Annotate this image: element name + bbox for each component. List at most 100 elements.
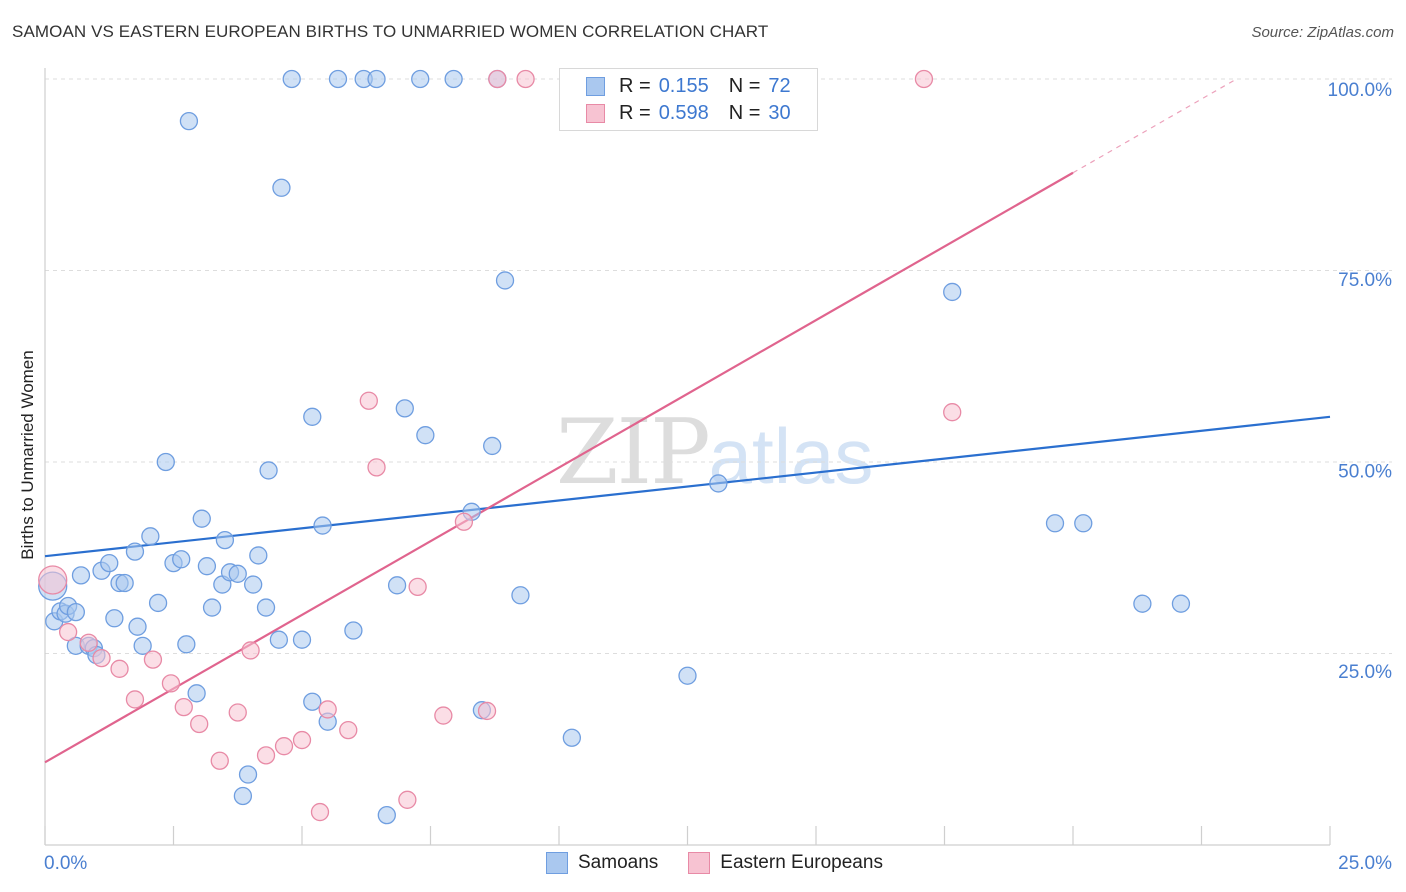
eastern-point (58, 622, 78, 642)
y-tick-label: 100.0% (1328, 80, 1393, 101)
eastern-r-label: R = (619, 101, 651, 124)
samoans-n-label: N = (728, 74, 761, 97)
samoans-point (1074, 514, 1093, 533)
eastern-point (367, 458, 386, 477)
eastern-trend-line (44, 171, 1074, 764)
eastern-swatch (586, 103, 605, 123)
eastern-point (174, 697, 193, 717)
watermark-atlas: atlas (708, 412, 874, 500)
legend-row-eastern: R = 0.598 N = 30 (586, 100, 791, 126)
samoans-point (125, 542, 145, 561)
samoans-point (292, 630, 312, 649)
samoans-point (133, 636, 152, 655)
eastern-point (339, 720, 358, 740)
eastern-point (228, 703, 247, 722)
eastern-point (477, 701, 497, 721)
samoans-point (1045, 514, 1065, 533)
eastern-point (488, 69, 507, 89)
legend-item-eastern[interactable]: Eastern Europeans (688, 852, 883, 874)
eastern-point (241, 641, 260, 660)
eastern-legend-swatch (688, 852, 711, 874)
samoans-point (709, 474, 728, 493)
grid-lines (45, 78, 1392, 654)
samoans-point (128, 617, 147, 636)
samoans-point (562, 728, 581, 747)
samoans-point (943, 282, 962, 302)
eastern-point (274, 737, 294, 756)
samoans-point (244, 575, 263, 594)
y-axis-label: Births to Unmarried Women (18, 350, 37, 559)
samoans-point (179, 111, 199, 131)
samoans-point (1171, 594, 1191, 613)
samoans-r-label: R = (619, 74, 651, 97)
legend-item-samoans[interactable]: Samoans (546, 852, 658, 874)
samoans-point (483, 436, 502, 456)
samoans-point (192, 509, 211, 528)
samoans-point (228, 564, 247, 583)
eastern-point (318, 700, 337, 719)
samoans-point (177, 635, 196, 654)
samoans-point (197, 557, 217, 576)
eastern-point (943, 403, 962, 422)
samoans-point (678, 666, 697, 685)
samoans-point (328, 69, 348, 89)
chart-title: SAMOAN VS EASTERN EUROPEAN BIRTHS TO UNM… (12, 22, 769, 41)
eastern-point (190, 714, 209, 734)
samoans-point (71, 566, 91, 585)
legend-row-samoans: R = 0.155 N = 72 (586, 73, 791, 99)
eastern-point (516, 69, 535, 89)
y-tick-label: 25.0% (1338, 662, 1392, 683)
samoans-point (100, 553, 119, 573)
samoans-point (344, 621, 363, 640)
y-tick-label: 75.0% (1338, 270, 1392, 291)
samoans-point (1133, 594, 1152, 613)
axes (44, 68, 1331, 846)
samoans-point (172, 550, 191, 569)
samoans-trend-line (44, 415, 1331, 558)
samoans-r-value: 0.155 (658, 74, 709, 97)
samoans-point (495, 271, 515, 290)
eastern-point (79, 633, 98, 652)
tick-labels: 0.0% 25.0% 25.0% 50.0% 75.0% 100.0% (44, 80, 1392, 874)
samoans-point (105, 609, 124, 628)
x-tick-label: 0.0% (44, 853, 87, 874)
samoans-point (115, 573, 134, 593)
eastern-point (161, 674, 181, 693)
eastern-point (256, 746, 276, 765)
eastern-point (210, 751, 229, 770)
eastern-point (398, 790, 417, 809)
samoans-point (148, 593, 168, 613)
samoans-point (303, 692, 322, 711)
samoans-point (156, 452, 175, 472)
samoans-point (272, 178, 291, 197)
samoans-point (395, 399, 414, 418)
data-points (38, 69, 1191, 825)
eastern-legend-label: Eastern Europeans (720, 852, 883, 873)
eastern-point (143, 650, 163, 669)
y-tick-label: 50.0% (1338, 462, 1392, 483)
trend-lines (44, 78, 1331, 764)
eastern-point (914, 69, 934, 89)
eastern-point (38, 565, 68, 595)
correlation-legend: R = 0.155 N = 72 R = 0.598 N = 30 (559, 68, 818, 131)
samoans-point (256, 598, 276, 617)
samoans-point (377, 805, 396, 825)
series-legend: Samoans Eastern Europeans (546, 852, 913, 874)
samoans-point (259, 461, 278, 480)
samoans-point (511, 586, 530, 605)
samoans-point (282, 69, 301, 89)
samoans-point (233, 786, 253, 806)
x-tick-label: 25.0% (1338, 853, 1392, 874)
samoans-point (444, 69, 463, 89)
samoans-point (202, 598, 222, 617)
eastern-point (434, 706, 453, 725)
eastern-point (408, 577, 427, 597)
samoans-point (66, 602, 85, 622)
samoans-point (141, 527, 160, 546)
samoans-legend-swatch (546, 852, 568, 874)
samoans-legend-label: Samoans (578, 852, 659, 873)
samoans-point (387, 576, 407, 595)
samoans-swatch (586, 76, 605, 96)
eastern-trend-extension (1072, 78, 1237, 174)
